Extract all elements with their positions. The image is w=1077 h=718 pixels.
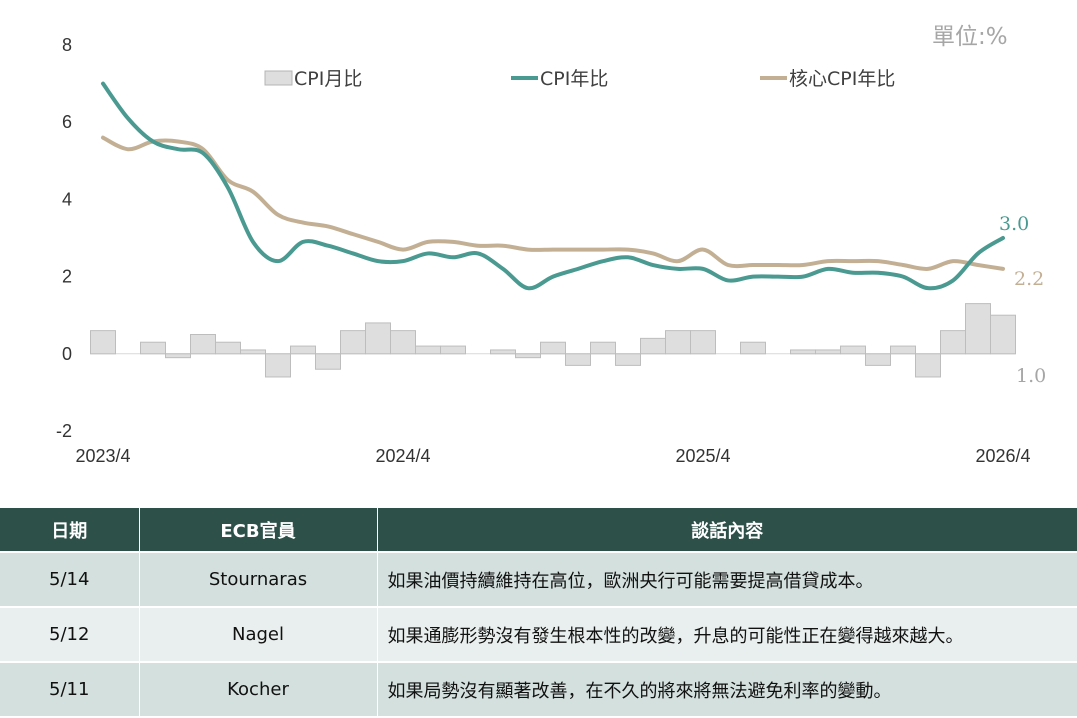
cpi-mom-bar xyxy=(215,341,241,355)
cpi-mom-bar xyxy=(340,330,366,355)
x-tick-label: 2023/4 xyxy=(75,446,130,466)
legend-swatch-cpi-mom xyxy=(264,70,293,86)
y-tick-label: 8 xyxy=(62,35,72,55)
cpi-mom-bar xyxy=(590,341,616,355)
y-axis: -2 0 2 4 6 8 xyxy=(56,35,72,441)
cpi-mom-bars xyxy=(90,303,1016,378)
cell-date: 5/11 xyxy=(0,661,140,716)
cpi-mom-bar xyxy=(565,353,591,366)
table-row: 5/12 Nagel 如果通膨形勢沒有發生根本性的改變，升息的可能性正在變得越來… xyxy=(0,606,1077,662)
cell-official: Kocher xyxy=(139,661,378,716)
cpi-mom-bar xyxy=(440,345,466,355)
table-row: 5/14 Stournaras 如果油價持續維持在高位，歐洲央行可能需要提高借貸… xyxy=(0,551,1077,607)
header-official: ECB官員 xyxy=(139,508,378,552)
cpi-mom-bar xyxy=(815,349,841,355)
cpi-mom-bar xyxy=(740,341,766,355)
cpi-mom-bar xyxy=(640,337,666,355)
end-label-cpi-mom: 1.0 xyxy=(1016,365,1046,387)
cpi-mom-bar xyxy=(615,353,641,366)
cpi-mom-bar xyxy=(190,334,216,355)
legend-label-cpi-mom: CPI月比 xyxy=(294,68,362,90)
y-tick-label: 4 xyxy=(62,189,72,209)
cpi-mom-bar xyxy=(165,353,191,359)
table-header-row: 日期 ECB官員 談話內容 xyxy=(0,508,1077,552)
x-tick-label: 2025/4 xyxy=(675,446,730,466)
end-label-core-cpi-yoy: 2.2 xyxy=(1014,268,1044,290)
cpi-mom-bar xyxy=(365,322,391,355)
cpi-mom-bar xyxy=(290,345,316,355)
x-axis: 2023/4 2024/4 2025/4 2026/4 xyxy=(75,446,1030,466)
cpi-mom-bar xyxy=(240,349,266,355)
cpi-mom-bar xyxy=(540,341,566,355)
cpi-mom-bar xyxy=(690,330,716,355)
cpi-mom-bar xyxy=(790,349,816,355)
cpi-mom-bar xyxy=(915,353,941,378)
unit-label: 單位:% xyxy=(932,24,1008,50)
cpi-mom-bar xyxy=(140,341,166,355)
cell-date: 5/14 xyxy=(0,551,140,607)
cpi-yoy-line xyxy=(101,81,1005,291)
x-tick-label: 2026/4 xyxy=(975,446,1030,466)
cpi-mom-bar xyxy=(90,330,116,355)
y-tick-label: 6 xyxy=(62,112,72,132)
x-tick-label: 2024/4 xyxy=(375,446,430,466)
y-tick-label: 0 xyxy=(62,344,72,364)
cell-official: Nagel xyxy=(139,606,378,662)
cpi-mom-bar xyxy=(890,345,916,355)
cell-content: 如果油價持續維持在高位，歐洲央行可能需要提高借貸成本。 xyxy=(377,551,1077,607)
legend: CPI月比 CPI年比 核心CPI年比 xyxy=(264,68,895,90)
y-tick-label: 2 xyxy=(62,267,72,287)
legend-label-core-cpi-yoy: 核心CPI年比 xyxy=(789,68,895,90)
y-tick-label: -2 xyxy=(56,421,72,441)
table-row: 5/11 Kocher 如果局勢沒有顯著改善，在不久的將來將無法避免利率的變動。 xyxy=(0,661,1077,716)
cpi-mom-bar xyxy=(865,353,891,366)
core-cpi-yoy-line xyxy=(101,135,1005,271)
cpi-mom-bar xyxy=(265,353,291,378)
legend-label-cpi-yoy: CPI年比 xyxy=(540,68,608,90)
cell-content: 如果局勢沒有顯著改善，在不久的將來將無法避免利率的變動。 xyxy=(377,661,1077,716)
header-date: 日期 xyxy=(0,508,140,552)
cpi-mom-bar xyxy=(940,330,966,355)
cell-date: 5/12 xyxy=(0,606,140,662)
cell-official: Stournaras xyxy=(139,551,378,607)
cpi-mom-bar xyxy=(965,303,991,355)
cpi-mom-bar xyxy=(315,353,341,370)
cell-content: 如果通膨形勢沒有發生根本性的改變，升息的可能性正在變得越來越大。 xyxy=(377,606,1077,662)
header-content: 談話內容 xyxy=(377,508,1077,552)
cpi-mom-bar xyxy=(490,349,516,355)
cpi-mom-bar xyxy=(415,345,441,355)
cpi-mom-bar xyxy=(840,345,866,355)
cpi-mom-bar xyxy=(665,330,691,355)
cpi-mom-bar xyxy=(390,330,416,355)
cpi-mom-bar xyxy=(515,353,541,359)
cpi-chart: -2 0 2 4 6 8 2023/4 2024/4 2025/4 2026/4 CPI月比 C… xyxy=(56,24,1046,466)
end-label-cpi-yoy: 3.0 xyxy=(999,213,1029,235)
ecb-officials-table: 日期 ECB官員 談話內容 5/14 Stournaras 如果油價持續維持在高… xyxy=(0,508,1077,716)
cpi-mom-bar xyxy=(990,314,1016,355)
